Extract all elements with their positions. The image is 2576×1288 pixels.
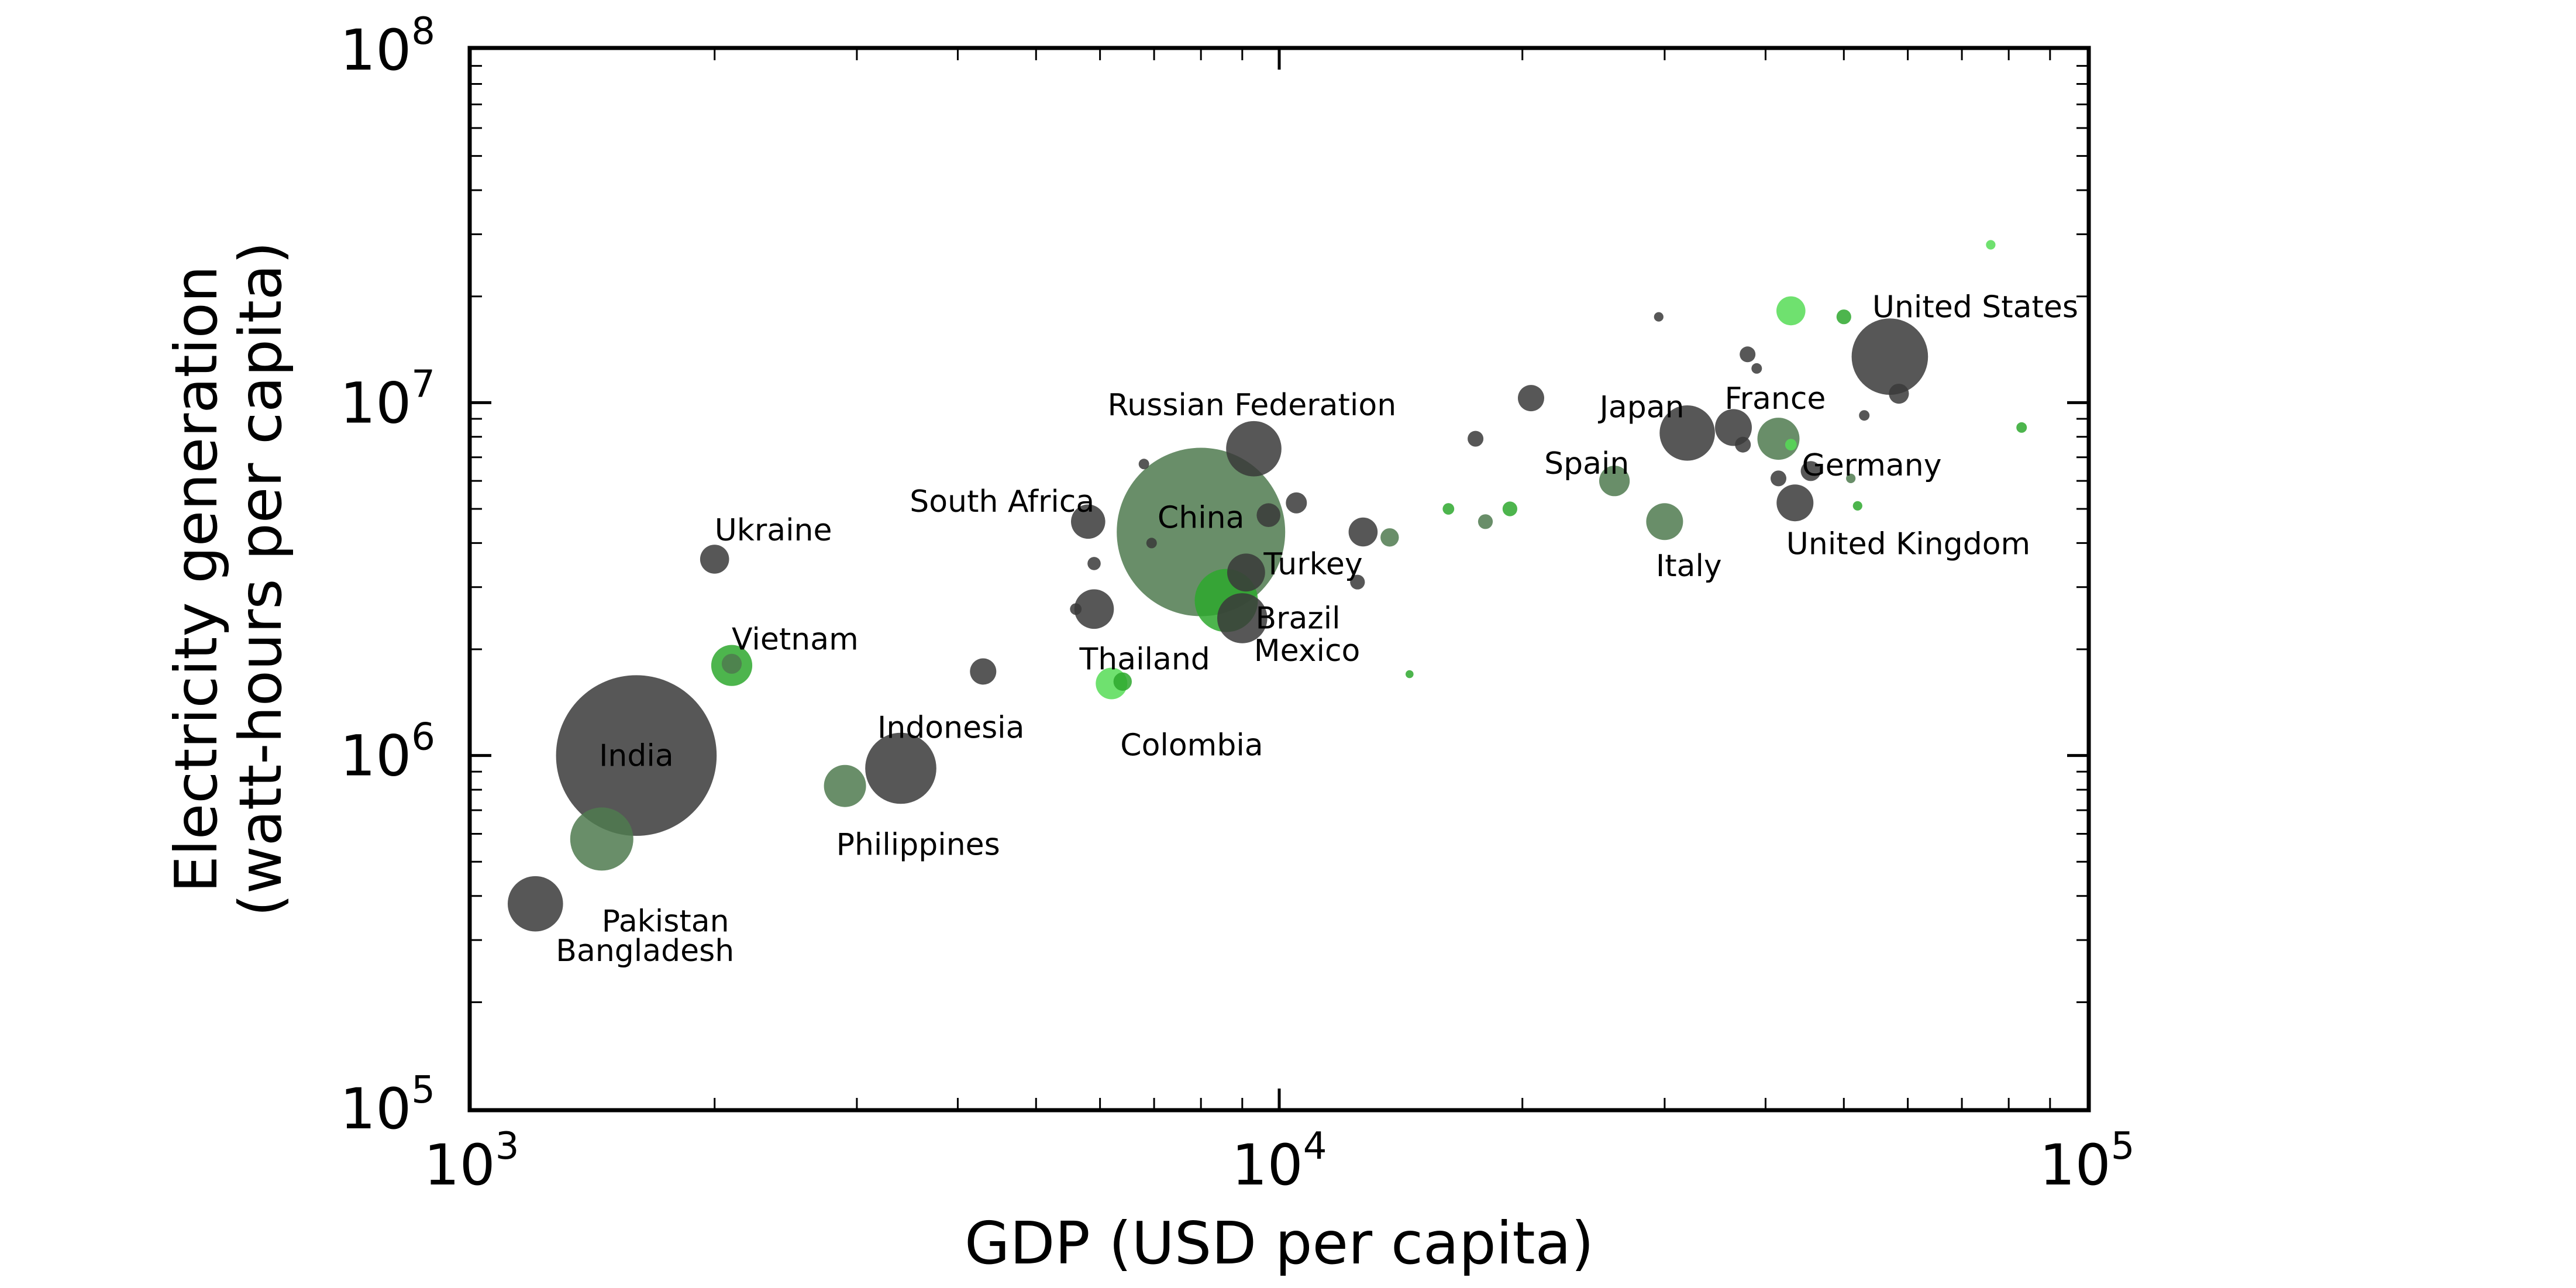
- label-russian-federation: Russian Federation: [1108, 388, 1397, 423]
- label-turkey: Turkey: [1263, 547, 1362, 582]
- bubble-mexico: [1217, 593, 1268, 643]
- plot-frame: [467, 46, 2091, 1113]
- y-axis-title-line1: Electricity generation: [162, 266, 230, 893]
- bubble-thailand: [1074, 589, 1114, 629]
- bubble-point-38: [1113, 672, 1132, 691]
- bubble-point-33: [970, 658, 997, 685]
- y-axis-title-line2: (watt-hours per capita): [226, 242, 295, 917]
- bubble-point-53: [1735, 436, 1751, 453]
- label-italy: Italy: [1656, 549, 1722, 584]
- label-philippines: Philippines: [836, 828, 1000, 863]
- label-united-states: United States: [1872, 290, 2078, 325]
- label-japan: Japan: [1598, 390, 1685, 425]
- bubble-point-25: [1256, 503, 1280, 527]
- bubble-point-37: [1070, 603, 1082, 615]
- label-south-africa: South Africa: [910, 484, 1094, 519]
- label-vietnam: Vietnam: [732, 622, 859, 657]
- bubble-point-29: [1406, 670, 1414, 679]
- bubble-point-49: [1800, 461, 1821, 481]
- bubble-point-44: [1836, 309, 1851, 325]
- bubble-point-39: [721, 653, 742, 674]
- bubble-point-26: [1348, 517, 1378, 547]
- bubble-point-36: [1087, 557, 1101, 570]
- label-ukraine: Ukraine: [715, 513, 832, 548]
- bubble-south-africa: [1071, 504, 1106, 539]
- bubble-pakistan: [570, 807, 633, 871]
- bubble-point-50: [1771, 470, 1786, 487]
- bubble-ukraine: [700, 545, 729, 574]
- bubble-india: [556, 675, 717, 836]
- bubble-point-52: [1852, 501, 1862, 511]
- bubble-point-51: [1846, 473, 1856, 484]
- label-brazil: Brazil: [1256, 601, 1341, 636]
- label-united-kingdom: United Kingdom: [1786, 527, 2030, 562]
- bubble-point-28: [1350, 574, 1365, 590]
- bubble-turkey: [1227, 553, 1265, 592]
- x-tick-label-1e5: 105: [2040, 1125, 2135, 1198]
- bubble-point-27: [1380, 528, 1399, 547]
- bubble-indonesia: [865, 732, 936, 804]
- axis-tick-labels: 103 104 105 105 106 107 108: [340, 10, 2134, 1198]
- bubble-philippines: [824, 764, 866, 807]
- bubble-france: [1715, 409, 1752, 446]
- y-tick-label-1e6: 106: [340, 716, 435, 789]
- country-label-layer: India China United States Russian Federatio…: [556, 290, 2078, 969]
- bubble-point-32: [1502, 501, 1517, 516]
- bubble-point-31: [1478, 514, 1493, 529]
- label-spain: Spain: [1544, 446, 1629, 481]
- bubble-point-41: [1740, 346, 1756, 363]
- bubble-japan: [1659, 405, 1715, 461]
- bubble-point-43: [1776, 296, 1806, 326]
- bubble-point-22: [1518, 385, 1544, 412]
- label-pakistan: Pakistan: [602, 904, 729, 939]
- bubble-layer: [508, 240, 2027, 932]
- bubble-point-24: [1286, 492, 1307, 514]
- bubble-germany: [1757, 418, 1800, 460]
- y-tick-label-1e5: 105: [340, 1069, 435, 1142]
- bubble-point-40: [1654, 312, 1664, 322]
- axis-ticks: [471, 50, 2087, 1108]
- x-tick-label-1e4: 104: [1232, 1125, 1327, 1198]
- bubble-russian-federation: [1226, 421, 1282, 477]
- bubble-point-35: [1146, 538, 1157, 549]
- bubble-point-54: [2016, 422, 2027, 433]
- label-france: France: [1725, 381, 1826, 416]
- label-indonesia: Indonesia: [877, 711, 1024, 746]
- bubble-bangladesh: [508, 876, 563, 932]
- bubble-point-30: [1442, 503, 1455, 515]
- bubble-point-23: [1468, 431, 1484, 447]
- label-colombia: Colombia: [1120, 728, 1263, 763]
- label-mexico: Mexico: [1254, 633, 1361, 669]
- bubble-point-42: [1751, 363, 1762, 374]
- bubble-point-48: [1785, 439, 1797, 451]
- label-bangladesh: Bangladesh: [556, 934, 734, 969]
- bubble-point-46: [1889, 384, 1909, 404]
- bubble-point-34: [1138, 459, 1149, 470]
- bubble-spain: [1599, 466, 1630, 497]
- bubble-point-47: [1859, 410, 1870, 421]
- bubble-united-states: [1851, 318, 1928, 395]
- label-china: China: [1158, 501, 1245, 536]
- x-tick-label-1e3: 103: [424, 1125, 519, 1198]
- bubble-united-kingdom: [1776, 484, 1814, 522]
- bubble-italy: [1646, 503, 1683, 540]
- label-india: India: [599, 739, 674, 774]
- bubble-point-45: [1986, 240, 1996, 250]
- y-tick-label-1e8: 108: [340, 10, 435, 83]
- label-germany: Germany: [1802, 448, 1942, 483]
- y-tick-label-1e7: 107: [340, 363, 435, 436]
- label-thailand: Thailand: [1079, 642, 1210, 677]
- x-axis-title: GDP (USD per capita): [965, 1209, 1594, 1277]
